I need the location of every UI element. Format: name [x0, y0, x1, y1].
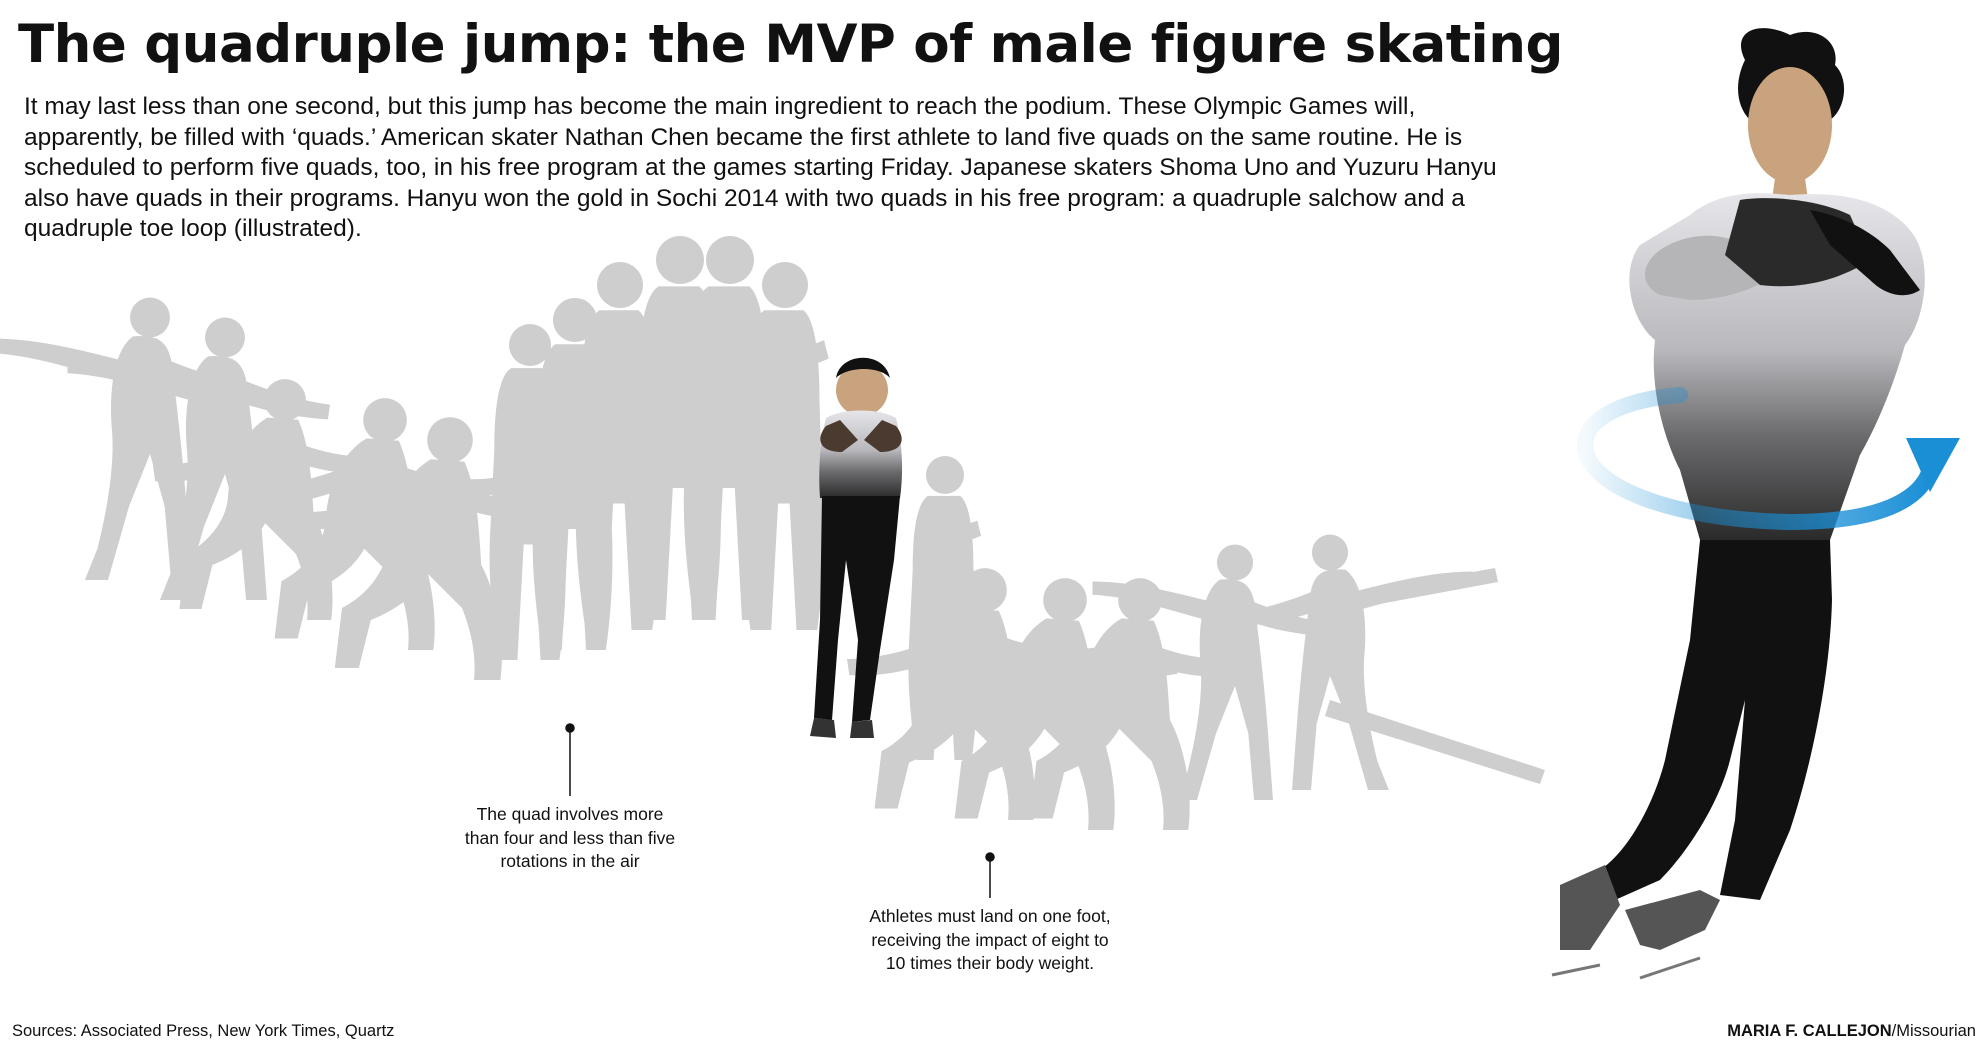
ghost-silhouettes-landing — [847, 456, 1545, 830]
sources-line: Sources: Associated Press, New York Time… — [12, 1022, 395, 1040]
intro-text: It may last less than one second, but th… — [24, 93, 1497, 243]
featured-skater-figure — [1551, 28, 1925, 980]
ghost-silhouettes-takeoff — [0, 235, 829, 680]
callout-pointers — [565, 723, 995, 898]
byline-name: MARIA F. CALLEJON — [1727, 1022, 1892, 1040]
byline: MARIA F. CALLEJON/Missourian — [1727, 1022, 1976, 1046]
circular-rotation-arrow-icon — [1576, 387, 1960, 531]
center-skater-figure — [810, 357, 903, 738]
headline: The quadruple jump: the MVP of male figu… — [18, 14, 1563, 75]
callout-landing: Athletes must land on one foot, receivin… — [869, 906, 1111, 973]
byline-org: /Missourian — [1891, 1022, 1976, 1040]
callout-rotations: The quad involves more than four and les… — [464, 804, 676, 871]
